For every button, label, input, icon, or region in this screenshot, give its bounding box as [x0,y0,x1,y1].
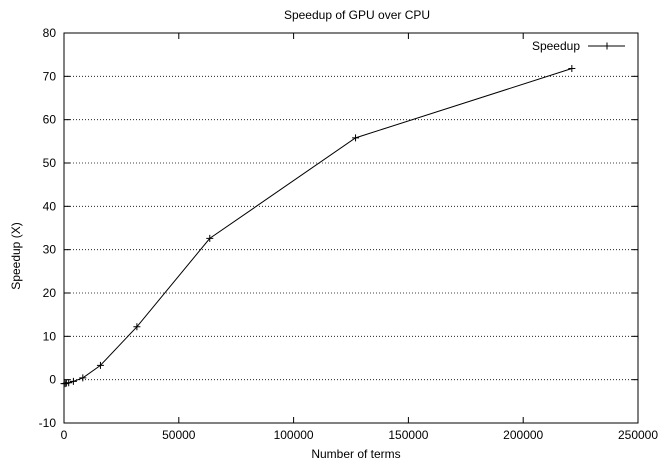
y-tick-label: 10 [43,329,57,343]
x-tick-label: 250000 [618,428,658,442]
y-tick-label: 70 [43,69,57,83]
data-point-speedup [65,379,73,387]
y-tick-label: 0 [49,373,56,387]
x-tick-label: 200000 [503,428,543,442]
y-tick-label: 40 [43,199,57,213]
data-point-speedup [96,361,104,369]
y-tick-label: 50 [43,156,57,170]
data-point-speedup [133,323,141,331]
data-point-speedup [79,374,87,382]
data-point-speedup [568,65,576,73]
legend: Speedup [532,39,625,53]
series-line-speedup [64,68,572,385]
x-tick-label: 0 [61,428,68,442]
y-tick-label: 80 [43,26,57,40]
y-tick-label: -10 [39,416,57,430]
grid-lines [64,75,638,381]
axis-ticks: -10 0 10 20 30 40 50 60 70 80 0 50000 100000 150000 20… [39,26,659,442]
data-point-speedup [69,377,77,385]
x-tick-label: 100000 [274,428,314,442]
series-layer [60,65,576,388]
legend-marker-speedup [603,42,611,50]
y-tick-label: 30 [43,243,57,257]
y-tick-label: 20 [43,286,57,300]
data-point-speedup [352,134,360,142]
legend-label-speedup: Speedup [532,39,580,53]
x-tick-label: 50000 [162,428,196,442]
y-tick-label: 60 [43,113,57,127]
x-tick-label: 150000 [388,428,428,442]
chart-title: Speedup of GPU over CPU [284,8,430,22]
data-point-speedup [206,234,214,242]
plot-area-frame [63,32,639,424]
y-axis-label: Speedup (X) [9,222,23,289]
x-axis-label: Number of terms [311,447,400,461]
